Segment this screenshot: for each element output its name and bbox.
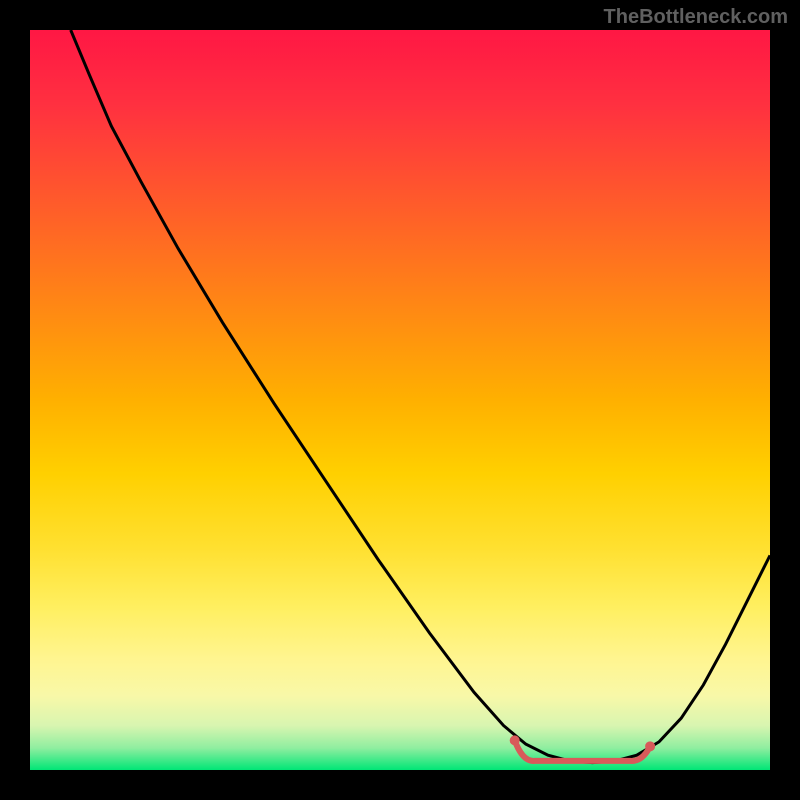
chart-curve-layer [30,30,770,770]
chart-plot-area [30,30,770,770]
bottleneck-curve [71,30,770,763]
valley-marker-left [510,735,520,745]
watermark-text: TheBottleneck.com [604,6,788,29]
valley-marker-right [645,741,655,751]
